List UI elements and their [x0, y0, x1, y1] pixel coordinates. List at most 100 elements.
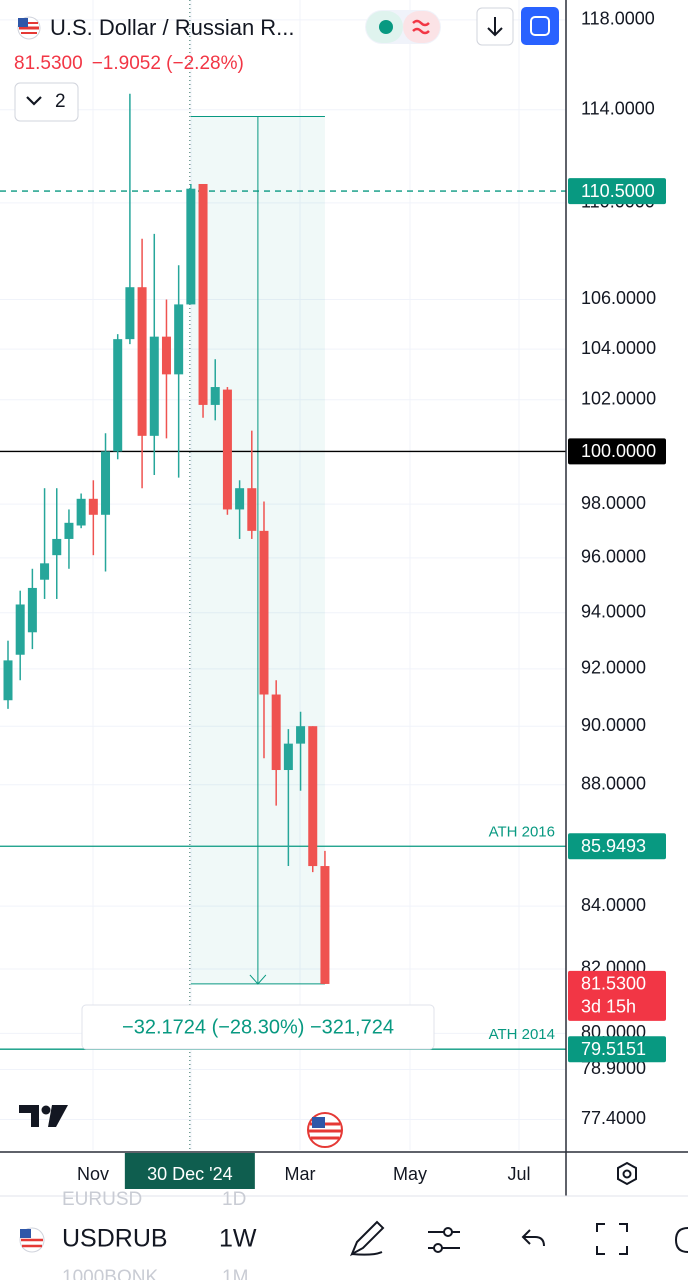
candle-body — [149, 336, 159, 436]
countdown-label: 3d 15h — [581, 997, 636, 1017]
price-label: 110.5000 — [581, 181, 655, 201]
candle-body — [88, 498, 98, 515]
flag-canton — [20, 1229, 31, 1238]
candle-body — [308, 726, 318, 867]
logo-part — [48, 1105, 68, 1127]
candle-body — [27, 587, 37, 633]
more-icon[interactable] — [674, 1227, 688, 1253]
y-tick-label: 77.4000 — [581, 1108, 646, 1128]
x-tick-label: 30 Dec '24 — [147, 1164, 233, 1184]
change: −1.9052 (−2.28%) — [92, 53, 244, 74]
indicators-count: 2 — [55, 91, 66, 112]
candle-body — [15, 604, 25, 655]
behind-interval: 1D — [222, 1189, 246, 1210]
fullscreen-icon[interactable] — [596, 1223, 628, 1255]
x-tick-label: Nov — [77, 1164, 109, 1184]
measure-label-box — [81, 1004, 435, 1050]
y-tick-label: 90.0000 — [581, 715, 646, 735]
candle-body — [76, 498, 86, 526]
delay-icon — [412, 19, 430, 35]
logo-part — [41, 1105, 51, 1115]
price-label-box — [568, 178, 666, 205]
market-open-dot — [379, 20, 393, 34]
last-price-label: 81.5300 — [581, 974, 646, 994]
tv-logo — [19, 1105, 68, 1127]
toolbar-interval[interactable]: 1W — [219, 1225, 257, 1253]
price-line-name: ATH 2014 — [489, 1026, 555, 1043]
measure-arrowhead — [249, 974, 267, 985]
candle-body — [271, 694, 281, 771]
y-tick-label: 102.0000 — [581, 389, 656, 409]
behind-symbol: 1000BONK — [62, 1267, 158, 1280]
price-label-box — [568, 1036, 666, 1063]
status-right — [403, 11, 440, 43]
settings-knob — [443, 1227, 453, 1237]
candle-body — [101, 451, 111, 515]
candle-body — [137, 287, 147, 436]
behind-symbol: EURUSD — [62, 1189, 142, 1210]
toolbar-symbol[interactable]: USDRUB — [62, 1225, 168, 1253]
y-tick-label: 114.0000 — [581, 98, 655, 118]
x-tick-label: Mar — [285, 1164, 316, 1184]
candle-body — [259, 530, 269, 695]
y-tick-label: 96.0000 — [581, 547, 646, 567]
candle-body — [320, 866, 330, 984]
candle-body — [52, 538, 62, 556]
candle-body — [186, 188, 196, 305]
price-label: 79.5151 — [581, 1039, 646, 1059]
measure-label: −32.1724 (−28.30%) −321,724 — [81, 1004, 435, 1050]
down-arrow-icon — [487, 17, 503, 37]
currency-flag — [307, 1112, 343, 1148]
measure-label-text: −32.1724 (−28.30%) −321,724 — [122, 1016, 394, 1038]
crosshair-time-box — [124, 1153, 255, 1189]
y-tick-label: 84.0000 — [581, 895, 646, 915]
bottom-toolbar: EURUSD 1D 1000BONK 1M USDRUB 1W — [19, 1189, 688, 1280]
y-tick-label: 104.0000 — [581, 338, 656, 358]
y-tick-label: 92.0000 — [581, 658, 646, 678]
price: 81.5300 — [14, 53, 83, 74]
candle-body — [40, 563, 50, 580]
price-label: 100.0000 — [581, 441, 656, 461]
behind-interval: 1M — [222, 1267, 248, 1280]
candle-body — [161, 336, 171, 375]
symbol-title[interactable]: U.S. Dollar / Russian R... — [50, 15, 295, 40]
chevron-icon — [26, 96, 42, 106]
price-line-name: ATH 2016 — [489, 823, 555, 840]
price-change: 81.5300 −1.9052 (−2.28%) — [14, 53, 244, 74]
candle-body — [64, 522, 74, 539]
y-tick-label: 88.0000 — [581, 774, 646, 794]
candle-body — [113, 339, 123, 452]
axes: 118.0000114.0000110.0000106.0000104.0000… — [77, 9, 666, 1189]
candle-body — [3, 660, 13, 701]
candle-body — [222, 389, 232, 510]
flag-canton — [18, 18, 28, 27]
logo-part — [19, 1105, 39, 1127]
chart-area: ATH 2016 ATH 2014 −32.1724 (−28.30%) −321,… — [0, 0, 566, 1150]
candle-body — [247, 488, 257, 531]
flag-canton — [312, 1117, 325, 1128]
header: U.S. Dollar / Russian R... 81.5300 −1.905… — [14, 7, 559, 122]
layout-button[interactable] — [521, 7, 559, 45]
candle-body — [125, 287, 135, 340]
y-tick-label: 106.0000 — [581, 288, 656, 308]
settings-knob — [433, 1243, 443, 1253]
y-tick-label: 94.0000 — [581, 602, 646, 622]
indicators-toggle[interactable] — [14, 82, 79, 122]
y-tick-label: 98.0000 — [581, 493, 646, 513]
candle-body — [283, 743, 293, 771]
undo-icon[interactable] — [521, 1229, 545, 1247]
layout-icon — [530, 16, 550, 36]
axis-settings-icon[interactable] — [617, 1161, 637, 1186]
axis-settings-dot — [622, 1169, 632, 1179]
price-label-box — [568, 438, 666, 465]
price-label: 85.9493 — [581, 836, 646, 856]
price-label-box — [568, 833, 666, 860]
candle-body — [296, 726, 306, 744]
draw-icon[interactable] — [349, 1220, 385, 1257]
candle-body — [198, 183, 208, 405]
y-tick-label: 118.0000 — [581, 9, 655, 29]
flag-stripe — [21, 1238, 43, 1248]
candle-body — [235, 488, 245, 510]
candle-body — [210, 387, 220, 405]
